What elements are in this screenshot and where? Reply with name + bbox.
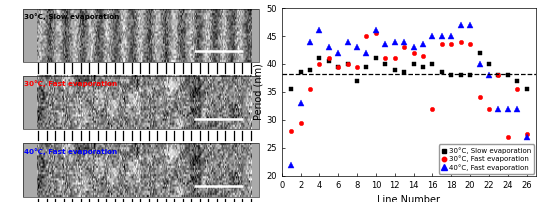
Text: 40°C, Fast evaporation: 40°C, Fast evaporation	[24, 148, 117, 155]
Bar	[22, 76, 37, 129]
Y-axis label: Period (nm): Period (nm)	[253, 63, 264, 120]
Text: 30°C, Slow evaporation: 30°C, Slow evaporation	[24, 13, 119, 20]
Legend: 30°C, Slow evaporation, 30°C, Fast evaporation, 40°C, Fast evaporation: 30°C, Slow evaporation, 30°C, Fast evapo…	[439, 144, 534, 174]
X-axis label: Line Number: Line Number	[377, 195, 440, 202]
Bar	[22, 143, 259, 197]
Bar	[252, 143, 259, 197]
Bar	[252, 76, 259, 129]
Text: 30°C, Fast evaporation: 30°C, Fast evaporation	[24, 80, 117, 87]
Bar	[22, 76, 259, 129]
Bar	[22, 9, 259, 62]
Bar	[22, 9, 37, 62]
Bar	[252, 9, 259, 62]
Bar	[22, 143, 37, 197]
